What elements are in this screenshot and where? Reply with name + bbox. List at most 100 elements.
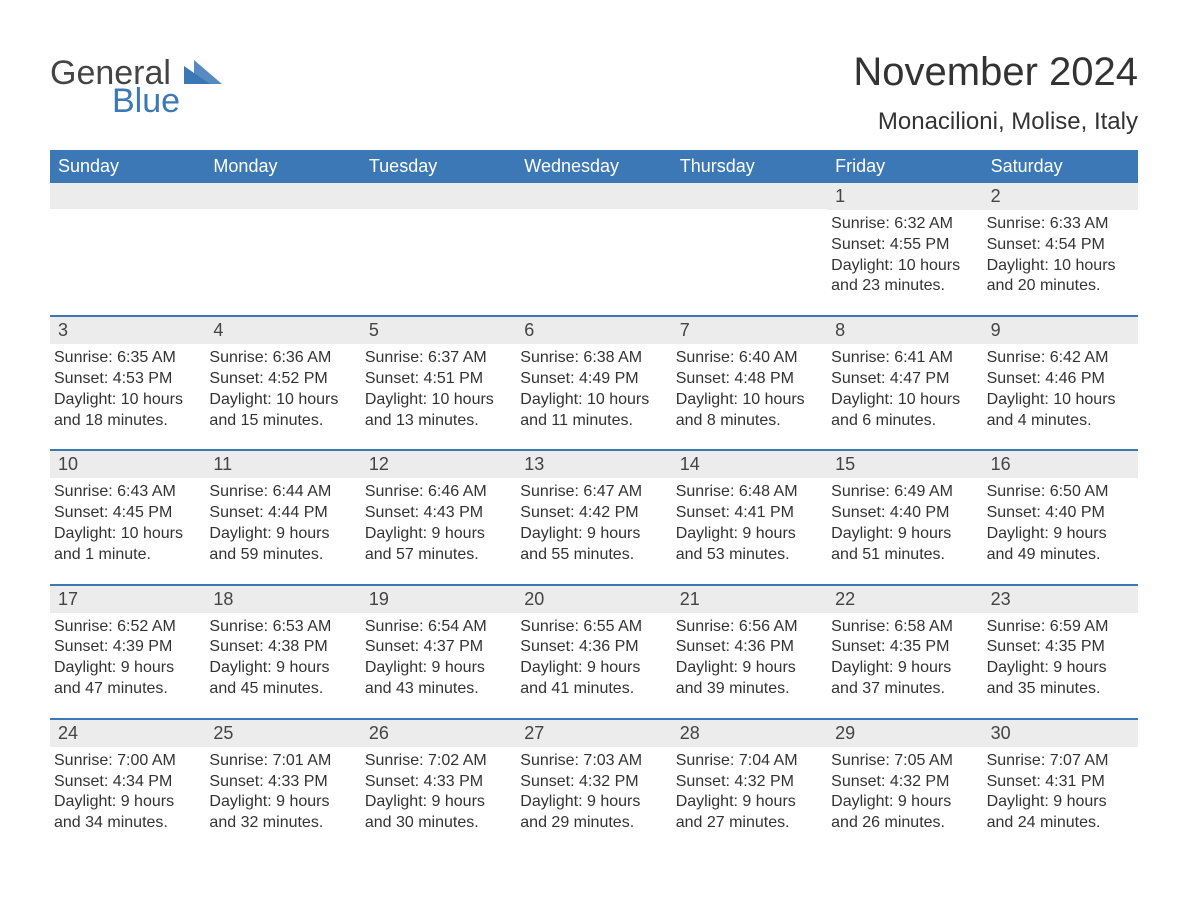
day-day1: Daylight: 9 hours <box>54 658 199 679</box>
calendar-cell: 9Sunrise: 6:42 AMSunset: 4:46 PMDaylight… <box>983 317 1138 449</box>
day-day2: and 26 minutes. <box>831 813 976 834</box>
day-day1: Daylight: 10 hours <box>54 390 199 411</box>
day-day2: and 51 minutes. <box>831 545 976 566</box>
day-sunset: Sunset: 4:31 PM <box>987 772 1132 793</box>
day-day1: Daylight: 9 hours <box>831 524 976 545</box>
page: General Blue November 2024 Monacilioni, … <box>0 0 1188 918</box>
calendar-cell <box>672 183 827 315</box>
day-day2: and 57 minutes. <box>365 545 510 566</box>
day-sunrise: Sunrise: 6:52 AM <box>54 617 199 638</box>
day-body: Sunrise: 6:42 AMSunset: 4:46 PMDaylight:… <box>983 344 1138 449</box>
day-sunrise: Sunrise: 7:00 AM <box>54 751 199 772</box>
day-sunset: Sunset: 4:33 PM <box>209 772 354 793</box>
day-day2: and 35 minutes. <box>987 679 1132 700</box>
day-number: 27 <box>516 720 671 747</box>
calendar-cell: 16Sunrise: 6:50 AMSunset: 4:40 PMDayligh… <box>983 451 1138 583</box>
day-day2: and 30 minutes. <box>365 813 510 834</box>
calendar-cell: 15Sunrise: 6:49 AMSunset: 4:40 PMDayligh… <box>827 451 982 583</box>
day-number: 13 <box>516 451 671 478</box>
day-sunset: Sunset: 4:51 PM <box>365 369 510 390</box>
logo-flag-icon <box>184 56 222 90</box>
day-sunset: Sunset: 4:46 PM <box>987 369 1132 390</box>
day-day1: Daylight: 9 hours <box>365 524 510 545</box>
day-sunset: Sunset: 4:32 PM <box>676 772 821 793</box>
day-body: Sunrise: 6:38 AMSunset: 4:49 PMDaylight:… <box>516 344 671 449</box>
day-sunset: Sunset: 4:36 PM <box>676 637 821 658</box>
day-day2: and 11 minutes. <box>520 411 665 432</box>
calendar-cell <box>361 183 516 315</box>
day-day2: and 23 minutes. <box>831 276 976 297</box>
day-sunset: Sunset: 4:52 PM <box>209 369 354 390</box>
day-body: Sunrise: 6:56 AMSunset: 4:36 PMDaylight:… <box>672 613 827 718</box>
day-body: Sunrise: 6:59 AMSunset: 4:35 PMDaylight:… <box>983 613 1138 718</box>
calendar-week: 17Sunrise: 6:52 AMSunset: 4:39 PMDayligh… <box>50 584 1138 718</box>
day-number: 11 <box>205 451 360 478</box>
day-day1: Daylight: 10 hours <box>209 390 354 411</box>
day-day2: and 32 minutes. <box>209 813 354 834</box>
day-body: Sunrise: 6:44 AMSunset: 4:44 PMDaylight:… <box>205 478 360 583</box>
day-number: 16 <box>983 451 1138 478</box>
day-body: Sunrise: 6:46 AMSunset: 4:43 PMDaylight:… <box>361 478 516 583</box>
calendar-cell: 28Sunrise: 7:04 AMSunset: 4:32 PMDayligh… <box>672 720 827 852</box>
day-day1: Daylight: 9 hours <box>987 792 1132 813</box>
day-day1: Daylight: 10 hours <box>365 390 510 411</box>
day-number: 19 <box>361 586 516 613</box>
day-body: Sunrise: 7:02 AMSunset: 4:33 PMDaylight:… <box>361 747 516 852</box>
day-day2: and 18 minutes. <box>54 411 199 432</box>
day-sunset: Sunset: 4:43 PM <box>365 503 510 524</box>
calendar-cell: 17Sunrise: 6:52 AMSunset: 4:39 PMDayligh… <box>50 586 205 718</box>
day-day2: and 45 minutes. <box>209 679 354 700</box>
calendar-cell: 13Sunrise: 6:47 AMSunset: 4:42 PMDayligh… <box>516 451 671 583</box>
day-sunrise: Sunrise: 6:55 AM <box>520 617 665 638</box>
day-day1: Daylight: 10 hours <box>520 390 665 411</box>
location-label: Monacilioni, Molise, Italy <box>853 108 1138 136</box>
day-sunrise: Sunrise: 6:54 AM <box>365 617 510 638</box>
day-number: 21 <box>672 586 827 613</box>
calendar-cell: 11Sunrise: 6:44 AMSunset: 4:44 PMDayligh… <box>205 451 360 583</box>
day-day1: Daylight: 9 hours <box>676 658 821 679</box>
day-number: 3 <box>50 317 205 344</box>
calendar-cell: 29Sunrise: 7:05 AMSunset: 4:32 PMDayligh… <box>827 720 982 852</box>
weekday-header: Sunday <box>50 150 205 183</box>
calendar-cell: 26Sunrise: 7:02 AMSunset: 4:33 PMDayligh… <box>361 720 516 852</box>
day-sunset: Sunset: 4:40 PM <box>831 503 976 524</box>
day-sunset: Sunset: 4:35 PM <box>987 637 1132 658</box>
weekday-header: Friday <box>827 150 982 183</box>
day-day1: Daylight: 9 hours <box>54 792 199 813</box>
weeks-container: 1Sunrise: 6:32 AMSunset: 4:55 PMDaylight… <box>50 183 1138 852</box>
day-number: 7 <box>672 317 827 344</box>
calendar-cell: 2Sunrise: 6:33 AMSunset: 4:54 PMDaylight… <box>983 183 1138 315</box>
day-body: Sunrise: 7:00 AMSunset: 4:34 PMDaylight:… <box>50 747 205 852</box>
day-day2: and 34 minutes. <box>54 813 199 834</box>
calendar-week: 1Sunrise: 6:32 AMSunset: 4:55 PMDaylight… <box>50 183 1138 315</box>
calendar-cell: 23Sunrise: 6:59 AMSunset: 4:35 PMDayligh… <box>983 586 1138 718</box>
day-sunrise: Sunrise: 6:49 AM <box>831 482 976 503</box>
calendar-cell: 18Sunrise: 6:53 AMSunset: 4:38 PMDayligh… <box>205 586 360 718</box>
day-number: 29 <box>827 720 982 747</box>
day-day1: Daylight: 10 hours <box>54 524 199 545</box>
day-body <box>361 209 516 305</box>
day-day2: and 13 minutes. <box>365 411 510 432</box>
day-number <box>672 183 827 209</box>
calendar-cell: 4Sunrise: 6:36 AMSunset: 4:52 PMDaylight… <box>205 317 360 449</box>
day-day2: and 55 minutes. <box>520 545 665 566</box>
day-day2: and 53 minutes. <box>676 545 821 566</box>
day-number: 26 <box>361 720 516 747</box>
day-sunrise: Sunrise: 6:50 AM <box>987 482 1132 503</box>
day-day1: Daylight: 9 hours <box>676 792 821 813</box>
logo-text-block: General Blue <box>50 50 222 118</box>
day-day1: Daylight: 9 hours <box>520 792 665 813</box>
day-sunrise: Sunrise: 6:33 AM <box>987 214 1132 235</box>
day-sunrise: Sunrise: 6:43 AM <box>54 482 199 503</box>
day-sunset: Sunset: 4:55 PM <box>831 235 976 256</box>
day-day2: and 24 minutes. <box>987 813 1132 834</box>
day-number <box>516 183 671 209</box>
day-body: Sunrise: 6:58 AMSunset: 4:35 PMDaylight:… <box>827 613 982 718</box>
day-day1: Daylight: 10 hours <box>831 390 976 411</box>
calendar-cell: 19Sunrise: 6:54 AMSunset: 4:37 PMDayligh… <box>361 586 516 718</box>
day-day2: and 29 minutes. <box>520 813 665 834</box>
day-day2: and 49 minutes. <box>987 545 1132 566</box>
day-sunrise: Sunrise: 6:36 AM <box>209 348 354 369</box>
day-day1: Daylight: 9 hours <box>365 792 510 813</box>
day-sunrise: Sunrise: 6:47 AM <box>520 482 665 503</box>
